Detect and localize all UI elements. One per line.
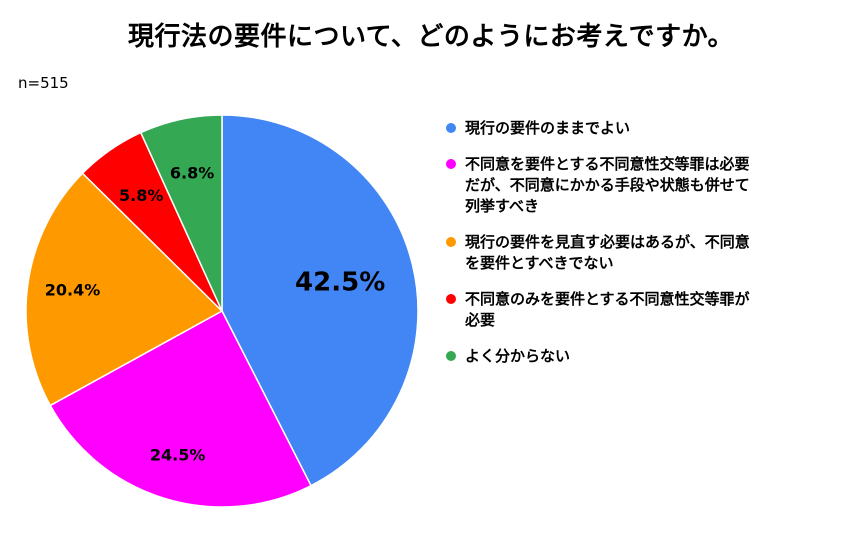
legend-marker [446, 123, 456, 133]
slice-data-label-5: 6.8% [170, 164, 214, 183]
legend-item-3: 現行の要件を見直す必要はあるが、不同意 を要件とすべきでない [446, 232, 856, 274]
slice-data-label-1: 42.5% [295, 268, 385, 298]
sample-size-note: n=515 [18, 74, 69, 92]
chart-title: 現行法の要件について、どのようにお考えですか。 [127, 22, 735, 52]
legend-label: 不同意を要件とする不同意性交等罪は必要 だが、不同意にかかる手段や状態も併せて … [465, 155, 750, 215]
legend-marker [446, 294, 456, 304]
pie-slice-2 [49, 309, 312, 508]
slice-data-label-3: 20.4% [45, 281, 101, 300]
legend-marker [446, 237, 456, 247]
legend-item-5: よく分からない [446, 346, 856, 367]
pie-slice-5 [139, 114, 223, 312]
legend-label: 不同意のみを要件とする不同意性交等罪が 必要 [465, 290, 750, 329]
legend-label: 現行の要件を見直す必要はあるが、不同意 を要件とすべきでない [465, 233, 750, 272]
chart-legend: 現行の要件のままでよい不同意を要件とする不同意性交等罪は必要 だが、不同意にかか… [446, 118, 856, 382]
slice-data-label-2: 24.5% [150, 446, 206, 465]
legend-item-1: 現行の要件のままでよい [446, 118, 856, 139]
slice-data-label-4: 5.8% [119, 186, 163, 205]
legend-item-2: 不同意を要件とする不同意性交等罪は必要 だが、不同意にかかる手段や状態も併せて … [446, 154, 856, 217]
legend-marker [446, 351, 456, 361]
pie-slice-3 [25, 172, 224, 407]
legend-label: 現行の要件のままでよい [465, 119, 631, 137]
pie-slice-1 [221, 114, 419, 487]
legend-item-4: 不同意のみを要件とする不同意性交等罪が 必要 [446, 289, 856, 331]
legend-marker [446, 159, 456, 169]
legend-label: よく分からない [465, 347, 571, 365]
